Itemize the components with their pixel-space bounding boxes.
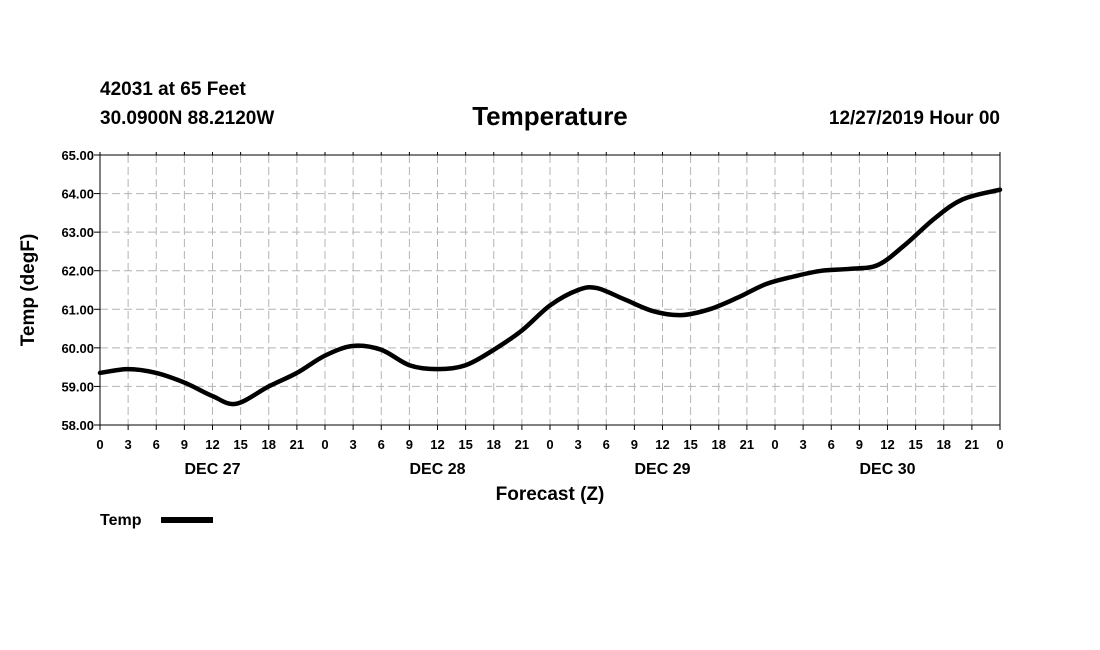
x-tick-label: 3: [800, 437, 807, 452]
coordinates-label: 30.0900N 88.2120W: [100, 108, 274, 129]
y-tick-label: 62.00: [61, 264, 94, 279]
y-tick-label: 58.00: [61, 418, 94, 433]
x-tick-label: 18: [712, 437, 726, 452]
x-tick-label: 3: [125, 437, 132, 452]
chart-title: Temperature: [472, 101, 628, 131]
y-tick-labels: 58.00 59.00 60.00 61.00 62.00 63.00 64.00 65.00: [61, 148, 94, 433]
day-label: DEC 30: [859, 461, 915, 478]
x-tick-label: 0: [96, 437, 103, 452]
x-tick-labels: 0 3 6 9 12 15 18 21 0 3 6 9 12 15 18 21 0 3 6 9 12 15 18 21 0 3 6 9…: [96, 437, 1003, 452]
y-tick-label: 60.00: [61, 341, 94, 356]
x-tick-label: 21: [740, 437, 754, 452]
day-label: DEC 27: [184, 461, 240, 478]
x-tick-label: 12: [430, 437, 444, 452]
x-tick-label: 18: [262, 437, 276, 452]
x-tick-label: 15: [458, 437, 472, 452]
y-axis-label: Temp (degF): [18, 234, 39, 347]
x-tick-label: 9: [181, 437, 188, 452]
legend-label: Temp: [100, 512, 142, 529]
day-label: DEC 28: [409, 461, 465, 478]
x-tick-label: 0: [996, 437, 1003, 452]
axis-ticks: [94, 152, 1001, 430]
station-label: 42031 at 65 Feet: [100, 79, 246, 100]
x-tick-label: 6: [603, 437, 610, 452]
x-tick-label: 21: [515, 437, 529, 452]
x-tick-label: 9: [856, 437, 863, 452]
x-tick-label: 0: [321, 437, 328, 452]
y-tick-label: 63.00: [61, 225, 94, 240]
x-tick-label: 3: [350, 437, 357, 452]
x-tick-label: 12: [880, 437, 894, 452]
x-tick-label: 21: [965, 437, 979, 452]
x-tick-label: 9: [631, 437, 638, 452]
series-temp-line: [97, 187, 1003, 407]
forecast-datetime: 12/27/2019 Hour 00: [829, 108, 1000, 129]
x-tick-label: 15: [908, 437, 922, 452]
x-tick-label: 21: [290, 437, 304, 452]
x-tick-label: 0: [546, 437, 553, 452]
y-tick-label: 64.00: [61, 187, 94, 202]
y-tick-label: 61.00: [61, 302, 94, 317]
x-tick-label: 18: [487, 437, 501, 452]
x-tick-label: 12: [205, 437, 219, 452]
y-tick-label: 65.00: [61, 148, 94, 163]
day-label: DEC 29: [634, 461, 690, 478]
x-tick-label: 3: [575, 437, 582, 452]
x-axis-label: Forecast (Z): [496, 484, 605, 505]
legend-swatch: [161, 517, 213, 523]
x-tick-label: 0: [771, 437, 778, 452]
x-tick-label: 15: [683, 437, 697, 452]
x-tick-label: 6: [828, 437, 835, 452]
x-tick-label: 6: [378, 437, 385, 452]
x-tick-label: 12: [655, 437, 669, 452]
x-tick-label: 6: [153, 437, 160, 452]
x-tick-label: 18: [937, 437, 951, 452]
grid-lines: [100, 155, 1000, 425]
y-tick-label: 59.00: [61, 379, 94, 394]
day-labels: DEC 27 DEC 28 DEC 29 DEC 30: [184, 461, 915, 478]
x-tick-label: 15: [233, 437, 247, 452]
x-tick-label: 9: [406, 437, 413, 452]
